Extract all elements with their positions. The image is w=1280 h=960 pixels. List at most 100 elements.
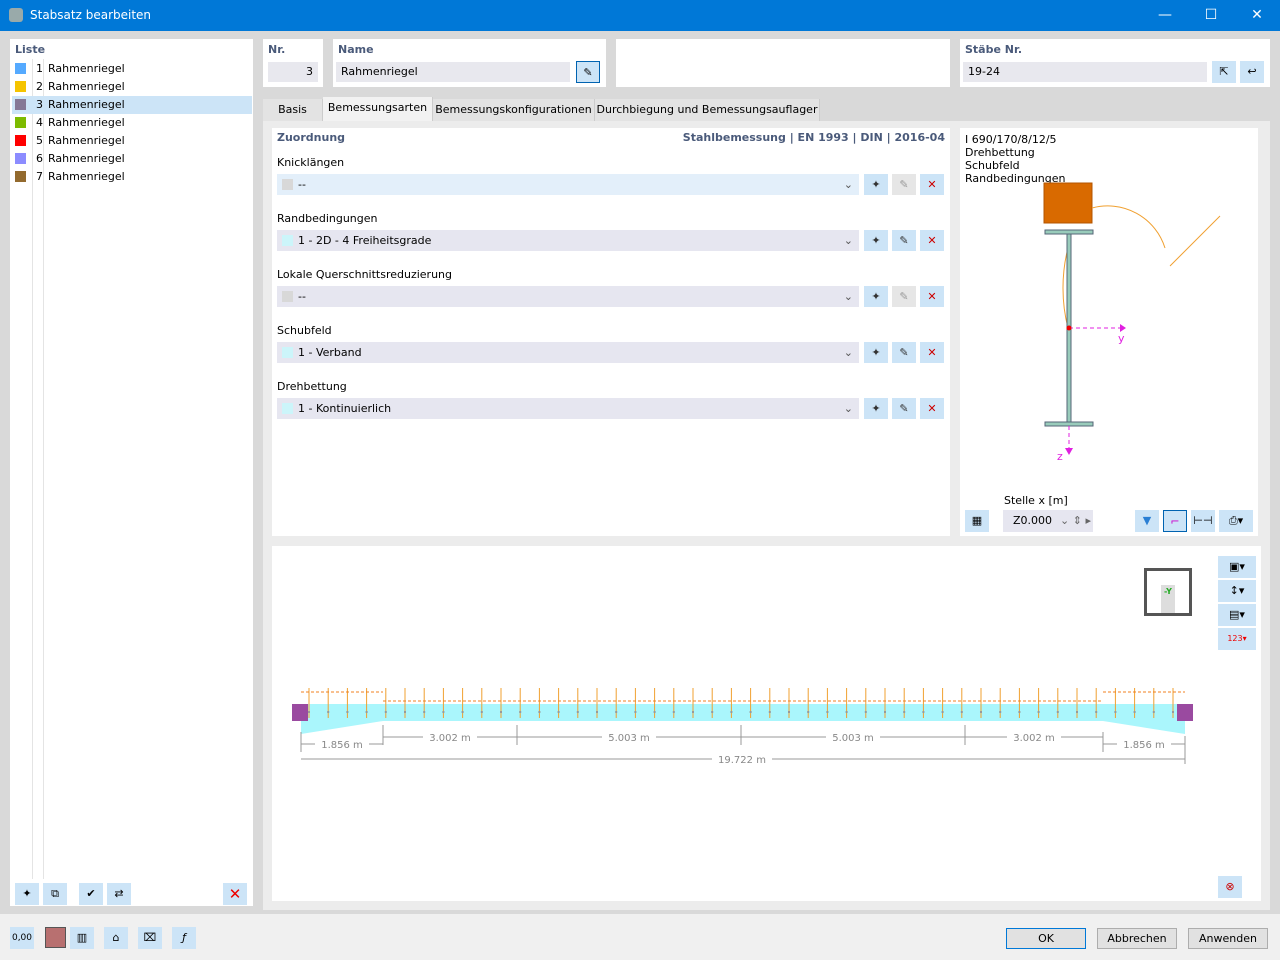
title-bar: Stabsatz bearbeiten — ☐ ✕ [0, 0, 1280, 31]
tab-bemessungskonfigurationen[interactable]: Bemessungskonfigurationen [433, 99, 595, 121]
filter-icon[interactable]: ▼ [1135, 510, 1159, 532]
edit-icon[interactable]: ✎ [892, 174, 916, 195]
top-flange [1044, 229, 1094, 235]
minimize-button[interactable]: — [1158, 7, 1172, 23]
apply-button[interactable]: Anwenden [1188, 928, 1268, 949]
list-panel: Liste 1 Rahmenriegel 2 Rahmenriegel 3 Rahmenr… [10, 39, 253, 906]
node-point [653, 711, 656, 713]
delete-assignment-icon[interactable]: ✕ [920, 230, 944, 251]
numbering-icon[interactable]: 123▾ [1218, 628, 1256, 650]
pick-members-icon[interactable]: ⇱ [1212, 61, 1236, 83]
new-icon[interactable]: ✦ [864, 342, 888, 363]
section-line-randbedingungen: Randbedingungen [965, 172, 1066, 185]
new-icon[interactable]: ✦ [864, 174, 888, 195]
list-item[interactable]: 3 Rahmenriegel [12, 96, 252, 114]
swatch [282, 179, 293, 190]
list-item[interactable]: 5 Rahmenriegel [12, 132, 252, 150]
units-button[interactable]: 0,00 [10, 927, 34, 949]
item-name: Rahmenriegel [48, 116, 125, 129]
stelle-spinner[interactable]: Z0.000 ⌄ ⇕ ▸ [1003, 510, 1093, 532]
new-icon[interactable]: ✦ [864, 230, 888, 251]
node-point [672, 711, 675, 713]
node-point [768, 711, 771, 713]
cancel-button[interactable]: Abbrechen [1097, 928, 1177, 949]
list-item[interactable]: 7 Rahmenriegel [12, 168, 252, 186]
node-point [327, 711, 330, 713]
color-swatch [15, 171, 26, 182]
drehbettung-block [1043, 182, 1093, 224]
dimension-label: 1.856 m [1123, 740, 1165, 751]
name-field[interactable]: Rahmenriegel [336, 62, 570, 82]
tab-bemessungsarten[interactable]: Bemessungsarten [323, 97, 433, 121]
tab-basis[interactable]: Basis [263, 99, 323, 121]
maximize-button[interactable]: ☐ [1204, 7, 1218, 23]
item-number: 3 [36, 98, 43, 111]
delete-assignment-icon[interactable]: ✕ [920, 174, 944, 195]
group-label: Randbedingungen [277, 212, 378, 225]
bottom-flange [1044, 421, 1094, 427]
copy-item-icon[interactable]: ⧉ [43, 883, 67, 905]
print-icon[interactable]: ⎙▾ [1219, 510, 1253, 532]
dimension-label: 5.003 m [832, 733, 874, 744]
view-icon[interactable]: ⌂ [104, 927, 128, 949]
group-combo[interactable]: 1 - Verband ⌄ [277, 342, 859, 363]
app-icon [9, 8, 23, 22]
list-item[interactable]: 4 Rahmenriegel [12, 114, 252, 132]
list-item[interactable]: 6 Rahmenriegel [12, 150, 252, 168]
group-combo[interactable]: 1 - 2D - 4 Freiheitsgrade ⌄ [277, 230, 859, 251]
new-item-icon[interactable]: ✦ [15, 883, 39, 905]
axis-direction-icon[interactable]: ↕▾ [1218, 580, 1256, 602]
edit-icon[interactable]: ✎ [892, 342, 916, 363]
chevron-down-icon: ⌄ [843, 178, 853, 191]
node-point [365, 711, 368, 713]
ok-button[interactable]: OK [1006, 928, 1086, 949]
new-icon[interactable]: ✦ [864, 286, 888, 307]
group-combo[interactable]: -- ⌄ [277, 286, 859, 307]
check-toggle-icon[interactable]: ⇄ [107, 883, 131, 905]
color-button[interactable] [45, 927, 66, 948]
node-point [1152, 711, 1155, 713]
zuordnung-title: Zuordnung [277, 131, 346, 144]
view-mode-icon[interactable]: ▣▾ [1218, 556, 1256, 578]
node-point [730, 711, 733, 713]
group-label: Schubfeld [277, 324, 332, 337]
chevron-down-icon: ⌄ [843, 402, 853, 415]
dimension-icon[interactable]: ⊢⊣ [1191, 510, 1215, 532]
group-combo[interactable]: 1 - Kontinuierlich ⌄ [277, 398, 859, 419]
delete-assignment-icon[interactable]: ✕ [920, 342, 944, 363]
combo-value: -- [298, 290, 306, 303]
edit-name-icon[interactable]: ✎ [576, 61, 600, 83]
group-label: Lokale Querschnittsreduzierung [277, 268, 453, 281]
swatch [282, 235, 293, 246]
staebe-field[interactable]: 19-24 [963, 62, 1207, 82]
node-point [308, 711, 310, 713]
delete-icon[interactable]: ✕ [223, 883, 247, 905]
edit-icon[interactable]: ✎ [892, 230, 916, 251]
list-item[interactable]: 1 Rahmenriegel [12, 60, 252, 78]
delete-assignment-icon[interactable]: ✕ [920, 286, 944, 307]
group-combo[interactable]: -- ⌄ [277, 174, 859, 195]
edit-icon[interactable]: ✎ [892, 286, 916, 307]
formula-icon[interactable]: ƒ [172, 927, 196, 949]
select-delete-icon[interactable]: ⌧ [138, 927, 162, 949]
item-number: 7 [36, 170, 43, 183]
nr-field[interactable]: 3 [268, 62, 318, 82]
view-cube-icon[interactable]: -Y [1144, 568, 1192, 616]
axes-icon[interactable]: ⌐ [1163, 510, 1187, 532]
delete-assignment-icon[interactable]: ✕ [920, 398, 944, 419]
reset-view-icon[interactable]: ⊗ [1218, 876, 1242, 898]
display-icon[interactable]: ▥ [70, 927, 94, 949]
section-line-drehbettung: Drehbettung [965, 146, 1035, 159]
close-button[interactable]: ✕ [1251, 7, 1263, 23]
list-item[interactable]: 2 Rahmenriegel [12, 78, 252, 96]
render-mode-icon[interactable]: ▤▾ [1218, 604, 1256, 626]
new-icon[interactable]: ✦ [864, 398, 888, 419]
check-all-icon[interactable]: ✔ [79, 883, 103, 905]
edit-icon[interactable]: ✎ [892, 398, 916, 419]
node-point [346, 711, 349, 713]
return-icon[interactable]: ↩ [1240, 61, 1264, 83]
section-image-icon[interactable]: ▦ [965, 510, 989, 532]
right-support [1177, 704, 1193, 721]
tab-durchbiegung-und-bemessungsauflager[interactable]: Durchbiegung und Bemessungsauflager [595, 99, 820, 121]
item-number: 6 [36, 152, 43, 165]
